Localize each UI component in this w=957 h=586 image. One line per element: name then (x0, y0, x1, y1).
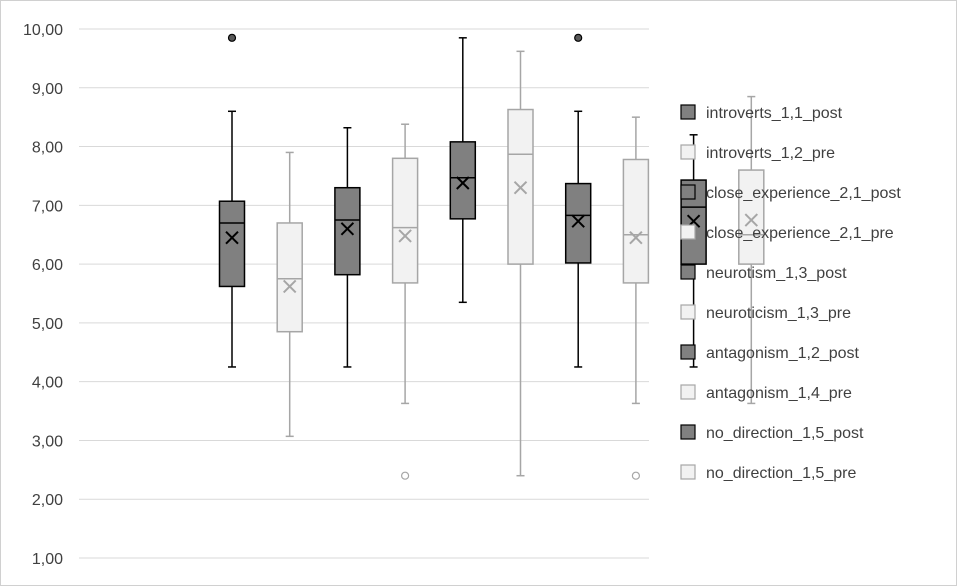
legend-item: antagonism_1,4_pre (680, 384, 852, 402)
legend-item: neuroticism_1,3_pre (680, 304, 851, 322)
legend-swatch (680, 144, 696, 160)
box-3 (334, 126, 361, 368)
legend-swatch (680, 424, 696, 440)
box-6 (507, 50, 534, 477)
mean-marker (744, 213, 759, 227)
box-10 (738, 95, 765, 405)
legend-label: close_experience_2,1_post (706, 185, 901, 202)
mean-marker (340, 222, 355, 236)
mean-marker (225, 230, 239, 245)
box-8 (622, 116, 650, 480)
iqr-box (738, 169, 765, 265)
iqr-box (564, 182, 592, 264)
iqr-box (391, 157, 419, 284)
y-tick-label: 7,00 (32, 198, 63, 215)
iqr-box (449, 141, 477, 220)
legend-label: introverts_1,2_pre (706, 145, 835, 162)
iqr-box (622, 158, 650, 284)
legend-item: introverts_1,2_pre (680, 144, 835, 162)
mean-marker (456, 176, 470, 190)
legend-item: no_direction_1,5_post (680, 424, 864, 442)
legend-item: close_experience_2,1_post (680, 184, 901, 202)
mean-marker (629, 230, 643, 245)
legend-label: neurotism_1,3_post (706, 265, 847, 282)
mean-marker (282, 279, 297, 294)
legend-swatch (680, 304, 696, 320)
legend-item: no_direction_1,5_pre (680, 464, 856, 482)
y-tick-label: 2,00 (32, 492, 63, 509)
box-series (218, 33, 765, 480)
legend-swatch (680, 184, 696, 200)
legend: introverts_1,1_post introverts_1,2_preclo… (680, 104, 901, 482)
y-tick-label: 8,00 (32, 140, 63, 157)
y-tick-label: 5,00 (32, 316, 63, 333)
mean-marker (398, 229, 412, 243)
y-axis-tick-labels: 1,00 2,00 3,00 4,00 5,00 6,00 7,00 8,00 9,00 10,0… (23, 22, 63, 568)
mean-marker (513, 180, 528, 195)
legend-swatch (680, 464, 696, 480)
box-2 (276, 151, 303, 438)
gridlines (79, 28, 649, 559)
outlier-point (401, 471, 410, 480)
outlier-point (227, 33, 237, 42)
y-tick-label: 4,00 (32, 375, 63, 392)
legend-item: introverts_1,1_post (680, 104, 843, 122)
mean-marker (571, 214, 585, 228)
iqr-box (334, 186, 361, 276)
y-tick-label: 6,00 (32, 257, 63, 274)
outlier-point (574, 33, 583, 42)
box-9 (680, 134, 707, 368)
legend-label: antagonism_1,2_post (706, 345, 860, 362)
y-tick-label: 9,00 (32, 81, 63, 98)
outlier-point (631, 471, 641, 480)
legend-label: introverts_1,1_post (706, 105, 843, 122)
y-tick-label: 1,00 (32, 551, 63, 568)
box-1 (218, 33, 246, 368)
legend-item: neurotism_1,3_post (680, 264, 847, 282)
legend-item: antagonism_1,2_post (680, 344, 860, 362)
iqr-box (276, 222, 303, 333)
legend-label: antagonism_1,4_pre (706, 385, 852, 402)
legend-label: no_direction_1,5_post (706, 425, 864, 442)
legend-swatch (680, 344, 696, 360)
iqr-box (218, 200, 246, 288)
legend-swatch (680, 224, 696, 240)
box-5 (449, 37, 477, 304)
legend-label: neuroticism_1,3_pre (706, 305, 851, 322)
box-4 (391, 123, 419, 480)
legend-label: no_direction_1,5_pre (706, 465, 856, 482)
legend-swatch (680, 264, 696, 280)
y-tick-label: 10,00 (23, 22, 63, 39)
legend-swatch (680, 384, 696, 400)
box-7 (564, 33, 592, 368)
legend-swatch (680, 104, 696, 120)
y-tick-label: 3,00 (32, 433, 63, 450)
legend-label: close_experience_2,1_pre (706, 225, 894, 242)
legend-item: close_experience_2,1_pre (680, 224, 894, 242)
